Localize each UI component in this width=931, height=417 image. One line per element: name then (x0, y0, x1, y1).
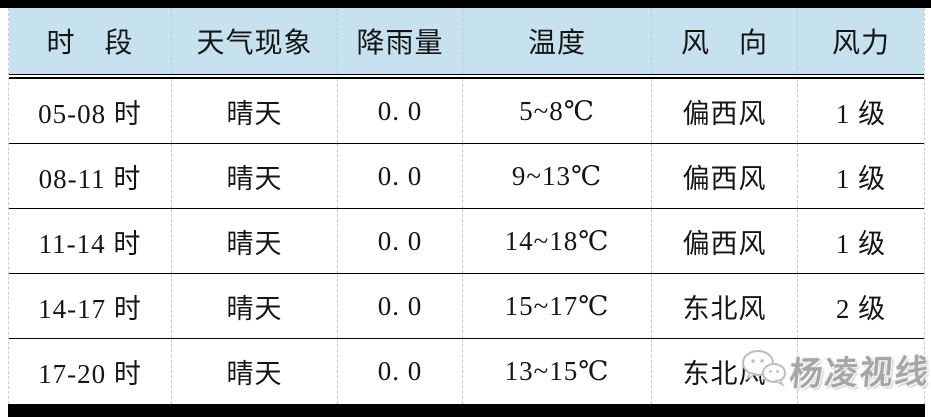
cell-period: 14-17 时 (9, 274, 172, 338)
cell-period: 17-20 时 (9, 339, 172, 404)
cell-wind-dir: 偏西风 (652, 144, 798, 208)
cell-rainfall: 0. 0 (338, 144, 463, 208)
cell-weather: 晴天 (172, 274, 338, 338)
header-divider-double-line (9, 74, 924, 79)
column-header-wind-force: 风力 (831, 28, 890, 59)
table-row: 11-14 时 晴天 0. 0 14~18℃ 偏西风 1 级 (9, 209, 924, 274)
cell-wind-force: 1 级 (835, 228, 887, 259)
cell-wind-force: 2 级 (835, 293, 887, 324)
table-row: 08-11 时 晴天 0. 0 9~13℃ 偏西风 1 级 (9, 144, 924, 209)
wechat-icon (740, 347, 788, 394)
cell-rainfall: 0. 0 (338, 339, 463, 404)
cell-temp: 14~18℃ (463, 209, 652, 273)
cell-weather: 晴天 (172, 339, 338, 404)
column-header-period: 时 段 (9, 8, 172, 74)
table-row: 14-17 时 晴天 0. 0 15~17℃ 东北风 2 级 (9, 274, 924, 339)
cell-wind-force: 1 级 (835, 98, 887, 129)
cell-wind-dir: 偏西风 (652, 79, 798, 143)
cell-temp: 15~17℃ (463, 274, 652, 338)
cell-wind-force: 1 级 (835, 163, 887, 194)
table-row: 05-08 时 晴天 0. 0 5~8℃ 偏西风 1 级 (9, 79, 924, 144)
cell-period: 08-11 时 (9, 144, 172, 208)
table-row: 17-20 时 晴天 0. 0 13~15℃ 东北风 (9, 339, 924, 404)
table-header-row: 时 段 天气现象 降雨量 温度 风 向 风力 (9, 8, 924, 74)
column-header-temp: 温度 (463, 8, 652, 74)
cell-temp: 13~15℃ (463, 339, 652, 404)
column-header-wind-dir: 风 向 (652, 8, 798, 74)
forecast-table: 时 段 天气现象 降雨量 温度 风 向 风力 05-08 时 晴天 0. 0 5… (8, 8, 925, 404)
bottom-border-bar (8, 404, 925, 417)
cell-rainfall: 0. 0 (338, 79, 463, 143)
cell-weather: 晴天 (172, 209, 338, 273)
column-header-rainfall: 降雨量 (338, 8, 463, 74)
top-border-bar (0, 0, 931, 8)
watermark-text: 杨凌视线 (787, 354, 931, 394)
cell-wind-dir: 东北风 (652, 274, 798, 338)
cell-rainfall: 0. 0 (338, 274, 463, 338)
cell-weather: 晴天 (172, 144, 338, 208)
watermark: 杨凌视线 (740, 346, 931, 394)
cell-temp: 5~8℃ (463, 79, 652, 143)
cell-period: 11-14 时 (9, 209, 172, 273)
column-header-weather: 天气现象 (172, 8, 338, 74)
cell-rainfall: 0. 0 (338, 209, 463, 273)
cell-wind-dir: 偏西风 (652, 209, 798, 273)
cell-weather: 晴天 (172, 79, 338, 143)
cell-temp: 9~13℃ (463, 144, 652, 208)
cell-period: 05-08 时 (9, 79, 172, 143)
